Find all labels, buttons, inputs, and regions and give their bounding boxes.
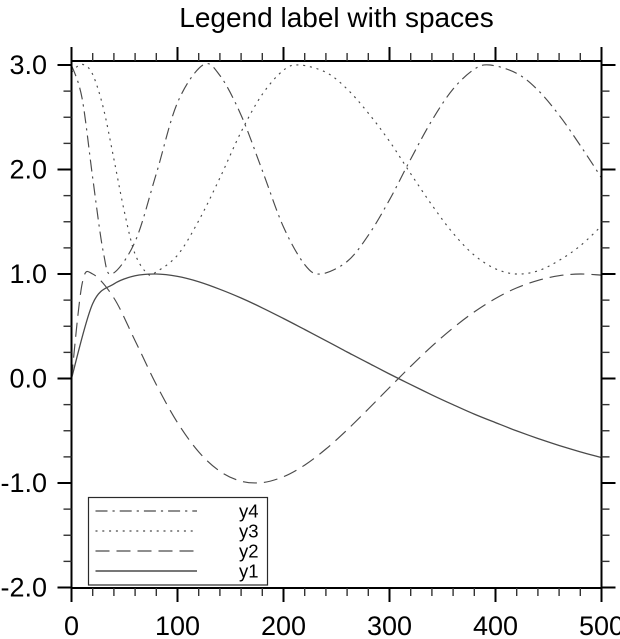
curve-y1 [70, 273, 602, 459]
x-tick-label: 500 [579, 611, 620, 639]
x-tick-label: 300 [367, 611, 412, 639]
y-tick-label: 2.0 [9, 155, 47, 185]
y-tick-label: -1.0 [0, 468, 47, 498]
y-tick-label: -2.0 [0, 573, 47, 603]
y-tick-label: 3.0 [9, 50, 47, 80]
curve-y4 [70, 62, 602, 275]
x-tick-label: 100 [155, 611, 200, 639]
curve-y3 [71, 63, 602, 277]
legend-label-y1: y1 [239, 561, 259, 582]
x-tick-label: 400 [473, 611, 518, 639]
curve-y2 [70, 270, 602, 484]
legend-label-y2: y2 [239, 541, 259, 562]
y-tick-label: 0.0 [9, 364, 47, 394]
y-tick-label: 1.0 [9, 259, 47, 289]
legend-label-y3: y3 [239, 521, 259, 542]
legend-label-y4: y4 [239, 501, 259, 522]
x-tick-label: 0 [64, 611, 79, 639]
x-tick-label: 200 [261, 611, 306, 639]
plot-title: Legend label with spaces [179, 2, 494, 33]
plot-frame [70, 60, 603, 589]
